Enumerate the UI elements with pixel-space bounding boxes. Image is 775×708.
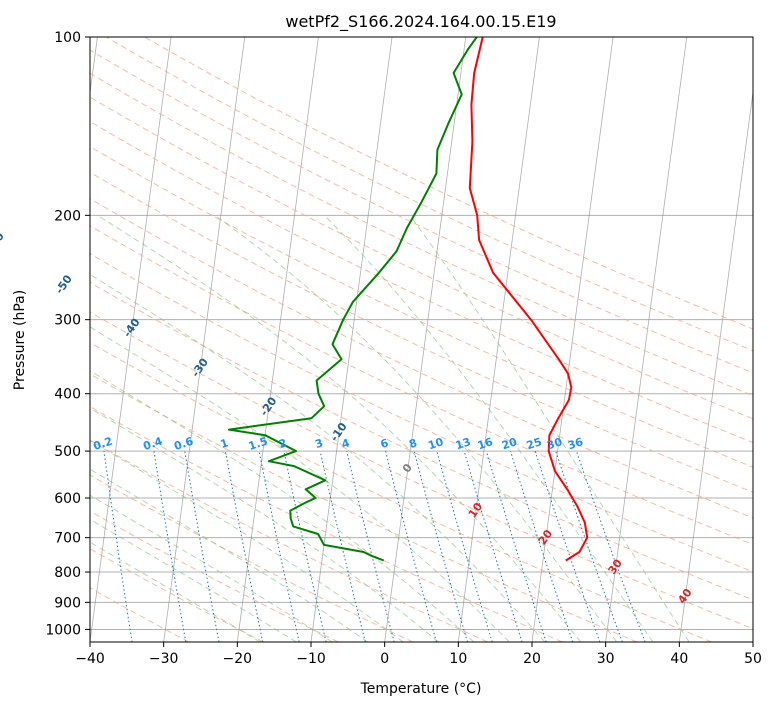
moist-adiabat-line (90, 518, 297, 642)
mixing-ratio-line (283, 450, 327, 642)
moist-adiabat-line (97, 214, 582, 642)
y-tick-label: 900 (54, 595, 81, 611)
x-tick-label: 0 (380, 651, 389, 667)
x-tick-label: 40 (670, 651, 688, 667)
isotherm-line (90, 37, 172, 642)
moist-adiabat-line (90, 439, 404, 642)
y-tick-label: 200 (54, 208, 81, 224)
temperature-profile-line (468, 37, 589, 562)
mixing-ratio-line (463, 450, 523, 642)
moist-adiabat-line (90, 468, 368, 642)
mixing-ratio-label: 1 (219, 436, 230, 451)
dry-adiabat-line (90, 198, 753, 519)
mixing-ratio-line (385, 450, 437, 642)
x-tick-label: 50 (744, 651, 762, 667)
y-tick-label: 700 (54, 531, 81, 547)
dewpoint-profile-line (228, 37, 478, 562)
y-tick-label: 800 (54, 565, 81, 581)
x-tick-label: −10 (296, 651, 326, 667)
isotherm-line (531, 37, 614, 642)
y-axis: 100 200 300 400 500 600 700 800 900 1000 (45, 30, 90, 638)
mixing-ratio-label: 1.5 (247, 435, 270, 453)
x-tick-label: −20 (223, 651, 253, 667)
y-axis-title: Pressure (hPa) (12, 290, 28, 390)
isotherm-line (310, 37, 393, 642)
profile-lines (228, 37, 589, 562)
moist-adiabat-line (90, 273, 546, 642)
dry-adiabat-line (90, 439, 488, 642)
mixing-ratio-line (413, 450, 468, 642)
moist-adiabat-line (90, 370, 475, 642)
mixing-ratio-label: 16 (476, 435, 495, 452)
isotherm-line (678, 89, 753, 642)
mixing-ratio-label: 2 (277, 436, 288, 451)
mixing-ratio-line (534, 450, 601, 642)
chart-title: wetPf2_S166.2024.164.00.15.E19 (285, 12, 556, 32)
x-tick-label: −40 (75, 651, 105, 667)
x-axis-title: Temperature (°C) (360, 681, 482, 697)
x-axis: −40 −30 −20 −10 0 10 20 30 40 50 (75, 642, 762, 667)
dry-adiabat-line (90, 510, 339, 642)
dry-adiabat-line (90, 311, 753, 630)
y-tick-label: 100 (54, 30, 81, 46)
moist-adiabat-line (409, 215, 690, 642)
mixing-ratio-label: 6 (379, 436, 391, 451)
mixing-ratio-line (346, 450, 395, 642)
mixing-ratio-line (576, 450, 646, 642)
moist-adiabat-line (214, 214, 618, 642)
mixing-ratio-label: 0.6 (172, 434, 195, 452)
mixing-ratio-label: 3 (313, 436, 324, 451)
plot-area (90, 37, 753, 642)
dry-adiabat-line (90, 253, 753, 573)
mixing-ratio-line (224, 451, 264, 642)
y-tick-label: 300 (54, 313, 81, 329)
plot-frame (89, 36, 754, 643)
mixing-ratio-label: 36 (566, 435, 585, 452)
mixing-ratio-label: 10 (426, 435, 445, 452)
dry-adiabat-label: -60 (0, 230, 7, 254)
isotherm-line (605, 37, 688, 642)
x-tick-label: −30 (149, 651, 179, 667)
y-tick-label: 500 (54, 444, 81, 460)
dry-adiabat-line (90, 474, 414, 642)
mixing-ratio-label: 0.2 (92, 435, 115, 453)
mixing-ratio-line (436, 450, 493, 642)
dry-adiabat-line (90, 405, 563, 642)
y-tick-label: 600 (54, 491, 81, 507)
x-tick-label: 30 (597, 651, 615, 667)
mixing-ratio-label: 0.4 (142, 434, 165, 452)
dry-adiabat-line (105, 37, 753, 352)
mixing-ratio-line (485, 450, 547, 642)
dry-adiabat-line (90, 373, 638, 642)
mixing-ratio-label: 4 (340, 436, 352, 451)
mixing-ratio-line (510, 450, 574, 642)
mixing-ratio-line (103, 451, 133, 642)
y-tick-label: 400 (54, 387, 81, 403)
isotherm-line (163, 37, 246, 642)
dry-adiabat-line (90, 171, 753, 493)
dry-adiabat-line (90, 341, 712, 642)
moist-adiabat-line (323, 214, 654, 642)
mixing-ratio-label: 30 (545, 435, 564, 452)
mixing-ratio-label: 25 (525, 435, 544, 452)
moist-adiabat-line (90, 541, 261, 642)
y-tick-label: 1000 (45, 622, 81, 638)
mixing-ratio-label: 20 (500, 435, 519, 452)
moist-adiabat-line (90, 326, 510, 642)
mixing-ratio-line (319, 450, 366, 642)
x-tick-label: 20 (523, 651, 541, 667)
x-tick-label: 10 (449, 651, 467, 667)
mixing-ratio-line (258, 451, 300, 642)
dry-adiabat-line (90, 548, 264, 642)
isotherm-line (236, 37, 319, 642)
mixing-ratio-label: 13 (454, 435, 473, 452)
dry-adiabat-line (90, 96, 753, 420)
isopleth-labels: 0.20.40.611.52346810131620253036-100-90-… (0, 230, 695, 607)
plot-lines (90, 37, 753, 642)
mixing-ratio-label: 8 (407, 436, 418, 451)
